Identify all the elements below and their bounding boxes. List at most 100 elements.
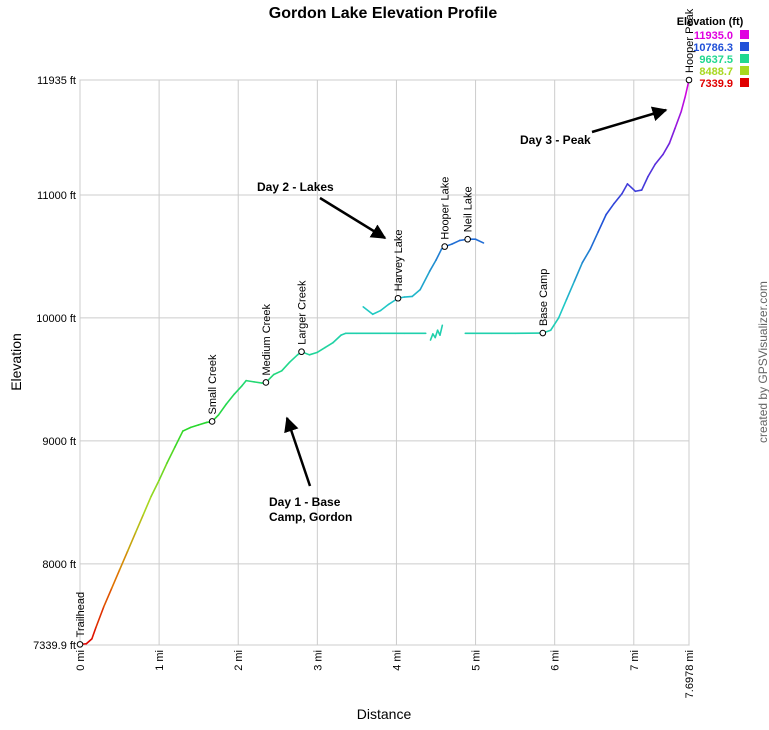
profile-line-segment	[363, 307, 372, 314]
x-tick-label: 7.6978 mi	[684, 650, 696, 698]
legend-entry-label: 10786.3	[693, 42, 733, 54]
annotation-line: Camp, Gordon	[269, 510, 352, 524]
legend-swatch	[740, 54, 749, 63]
profile-line-segment	[135, 515, 143, 533]
profile-line-segment	[559, 299, 567, 317]
profile-line-segment	[317, 347, 325, 352]
legend-entry-label: 7339.9	[699, 78, 733, 90]
x-tick-label: 1 mi	[154, 650, 166, 671]
profile-line-segment	[430, 260, 436, 271]
waypoint-label: Larger Creek	[297, 280, 309, 345]
legend-swatch	[740, 42, 749, 51]
annotation-arrow	[320, 198, 385, 238]
profile-line-segment	[175, 431, 183, 447]
waypoint-label: Base Camp	[538, 269, 550, 326]
y-tick-label: 10000 ft	[36, 313, 76, 325]
x-tick-label: 2 mi	[233, 650, 245, 671]
profile-line-segment	[663, 143, 669, 154]
profile-line-segment	[325, 343, 333, 348]
profile-line-segment	[191, 425, 199, 427]
waypoint-marker	[540, 330, 546, 336]
annotation-arrow	[287, 418, 310, 486]
profile-line-segment	[96, 607, 104, 628]
profile-line-segment	[282, 362, 290, 371]
profile-line-segment	[86, 639, 92, 644]
waypoint-marker	[263, 380, 269, 386]
waypoint-marker	[209, 419, 215, 425]
profile-line-segment	[627, 184, 631, 188]
annotation-text: Day 3 - Peak	[520, 133, 591, 147]
waypoint-marker	[686, 77, 692, 83]
profile-line-segment	[159, 463, 167, 480]
profile-line-segment	[681, 97, 685, 112]
y-tick-label: 11935 ft	[37, 75, 76, 87]
grid-layer	[80, 80, 689, 645]
x-tick-label: 5 mi	[471, 650, 483, 671]
profile-line-segment	[254, 382, 262, 383]
profile-line-segment	[574, 263, 582, 281]
profile-line-segment	[435, 330, 437, 337]
profile-line-segment	[373, 311, 381, 315]
profile-line-segment	[381, 304, 389, 310]
profile-line-segment	[606, 204, 614, 215]
profile-line-segment	[436, 249, 442, 260]
legend-entry-label: 11935.0	[694, 30, 733, 42]
profile-line-segment	[246, 381, 254, 382]
profile-line-segment	[567, 281, 575, 299]
plot-frame	[80, 80, 689, 645]
x-tick-label: 0 mi	[75, 650, 87, 671]
waypoint-label: Medium Creek	[261, 303, 273, 375]
legend-swatch	[740, 66, 749, 75]
x-tick-label: 7 mi	[629, 650, 641, 671]
x-tick-label: 3 mi	[312, 650, 324, 671]
profile-line-segment	[642, 177, 648, 191]
profile-line-segment	[476, 239, 484, 243]
profile-line-segment	[309, 352, 317, 354]
profile-line-segment	[404, 296, 412, 297]
profile-line-segment	[598, 215, 606, 232]
waypoint-marker	[299, 349, 305, 355]
profile-line-segment	[151, 480, 159, 496]
profile-line-segment	[183, 427, 191, 431]
legend-entry-label: 8488.7	[699, 66, 733, 78]
waypoint-marker	[77, 642, 83, 648]
x-tick-label: 4 mi	[391, 650, 403, 671]
profile-line-segment	[412, 290, 420, 297]
profile-line-segment	[167, 447, 175, 463]
waypoint-marker	[395, 295, 401, 301]
profile-line-segment	[333, 335, 341, 342]
waypoint-marker	[465, 236, 471, 242]
profile-line-segment	[290, 355, 298, 362]
legend-swatch	[740, 30, 749, 39]
profile-line-segment	[669, 129, 675, 144]
profile-line-segment	[104, 588, 112, 606]
waypoint-label: Harvey Lake	[393, 229, 405, 291]
waypoint-label: Trailhead	[75, 592, 87, 637]
annotation-line: Day 3 - Peak	[520, 133, 591, 147]
profile-line-segment	[635, 190, 641, 191]
annotation-text: Day 2 - Lakes	[257, 180, 334, 194]
profile-line-segment	[590, 232, 598, 249]
x-tick-label: 6 mi	[550, 650, 562, 671]
profile-line-segment	[226, 394, 234, 404]
x-axis-label: Distance	[357, 706, 412, 722]
annotation-arrow	[592, 110, 666, 132]
profile-line-segment	[440, 325, 442, 335]
y-axis-label: Elevation	[8, 333, 24, 391]
annotation-line: Day 1 - Base	[269, 495, 341, 509]
profile-line-segment	[120, 552, 128, 570]
legend-entry-label: 9637.5	[699, 54, 733, 66]
profile-line-segment	[199, 422, 207, 424]
y-tick-label: 7339.9 ft	[33, 640, 76, 652]
profile-line-segment	[452, 240, 460, 244]
profile-line-segment	[655, 154, 663, 164]
profile-line-segment	[420, 271, 429, 289]
waypoint-label: Hooper Lake	[440, 177, 452, 240]
y-tick-label: 8000 ft	[42, 559, 76, 571]
chart-title: Gordon Lake Elevation Profile	[269, 5, 498, 22]
profile-line-segment	[648, 164, 655, 176]
profile-line-segment	[218, 404, 226, 415]
